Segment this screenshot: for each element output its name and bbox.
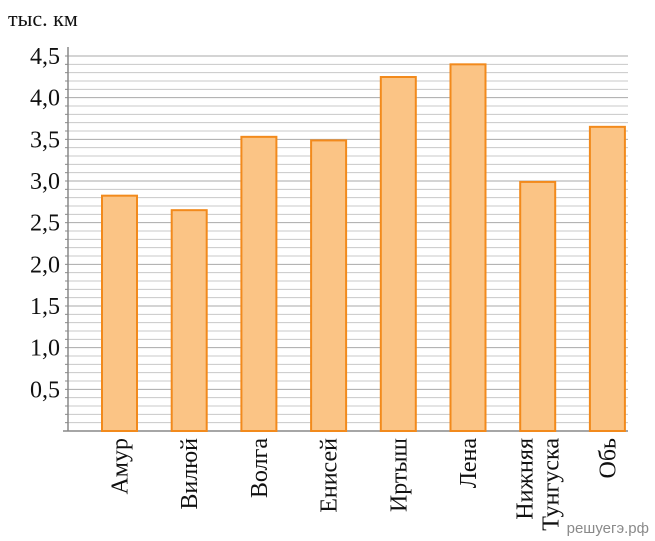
category-label-line: Амур: [108, 438, 134, 495]
y-tick-label: 3,5: [30, 127, 60, 153]
bar-5: [379, 76, 417, 432]
category-label-1: Амур: [108, 438, 134, 495]
category-label-8: Обь: [595, 438, 621, 479]
category-label-7: Нижняя Тунгуска: [513, 438, 565, 531]
category-label-line: Иртыш: [386, 437, 412, 512]
y-tick-label: 4,5: [30, 44, 60, 70]
bar-2: [170, 209, 208, 432]
category-label-line: Обь: [595, 438, 621, 479]
y-tick-label: 3,0: [30, 169, 60, 195]
bars: [101, 63, 626, 433]
y-tick-label: 1,0: [30, 336, 60, 362]
watermark: решуегэ.рф: [566, 520, 649, 537]
category-label-line: Енисей: [317, 438, 343, 513]
y-tick-labels: 0,5 1,0 1,5 2,0 2,5 3,0 3,5 4,0 4,5: [30, 44, 60, 403]
category-label-3: Волга: [247, 438, 273, 499]
y-tick-label: 4,0: [30, 86, 60, 112]
bar-1: [101, 194, 138, 432]
bar-7: [519, 180, 557, 432]
bar-6: [449, 63, 487, 432]
category-label-5: Иртыш: [386, 437, 412, 512]
category-label-4: Енисей: [317, 438, 343, 513]
bar-4: [310, 139, 348, 433]
category-label-line: Лена: [456, 438, 482, 489]
category-label-line: Волга: [247, 438, 273, 499]
category-label-line: Нижняя: [513, 438, 539, 520]
category-label-6: Лена: [456, 438, 482, 489]
bar-3: [240, 135, 278, 432]
category-label-line: Тунгуска: [539, 438, 565, 531]
y-tick-label: 2,0: [30, 252, 60, 278]
y-tick-label: 1,5: [30, 294, 60, 320]
category-label-line: Вилюй: [177, 438, 203, 510]
y-unit-label: тыс. км: [8, 6, 78, 31]
category-label-2: Вилюй: [177, 438, 203, 510]
y-tick-label: 0,5: [30, 377, 60, 403]
category-labels: Амур Вилюй Волга Енисей Иртыш Лена Нижняя Тунгу…: [108, 437, 622, 530]
bar-8: [588, 125, 626, 432]
y-tick-label: 2,5: [30, 211, 60, 237]
